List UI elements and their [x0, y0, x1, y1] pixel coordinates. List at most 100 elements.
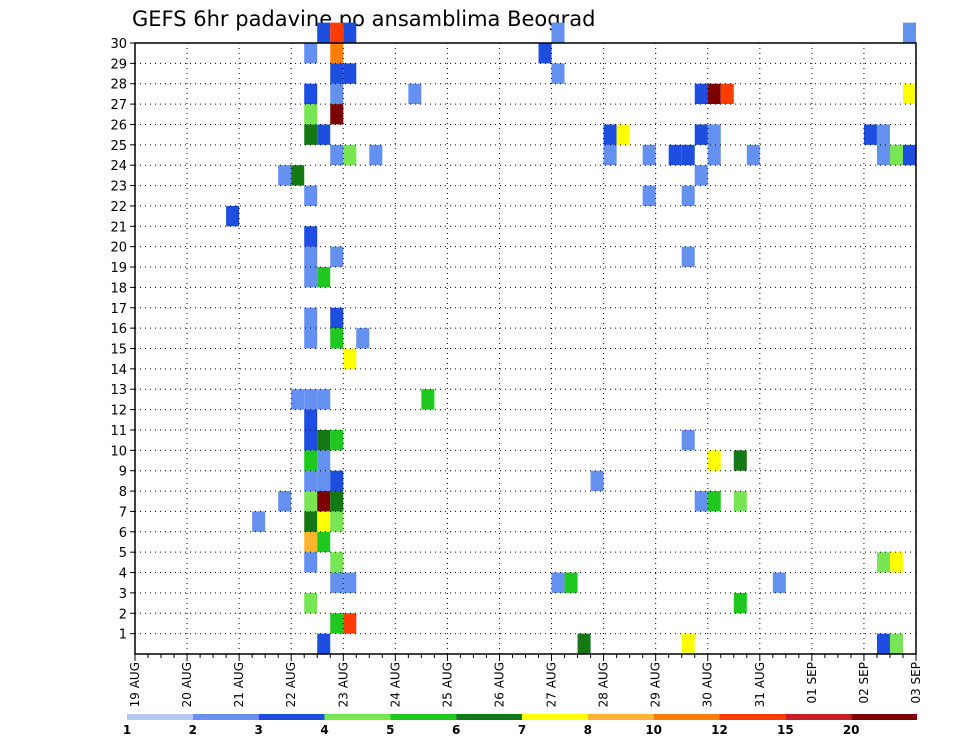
heatmap-cell	[707, 144, 721, 166]
heatmap-cell	[707, 450, 721, 471]
heatmap-cell	[603, 124, 617, 145]
heatmap-cell	[408, 83, 422, 105]
legend-swatch	[719, 714, 786, 720]
y-tick-label: 17	[110, 302, 127, 317]
x-tick-label: 27 AUG	[545, 662, 559, 707]
y-tick-label: 23	[110, 180, 127, 195]
heatmap-cell	[681, 185, 695, 206]
heatmap-cell	[902, 83, 916, 105]
y-tick-label: 24	[110, 159, 127, 174]
y-tick-label: 20	[110, 241, 127, 256]
heatmap-cell	[343, 572, 357, 593]
legend-label: 12	[711, 723, 728, 737]
legend-swatch	[653, 714, 720, 720]
heatmap-cell	[356, 328, 370, 349]
heatmap-cell	[330, 144, 344, 166]
heatmap-cell	[304, 389, 318, 410]
heatmap-cell	[304, 246, 318, 268]
heatmap-cell	[317, 511, 331, 532]
heatmap-cell	[330, 613, 344, 634]
y-tick-label: 29	[110, 57, 127, 72]
x-tick-label: 29 AUG	[649, 662, 663, 707]
heatmap-cell	[681, 246, 695, 268]
heatmap-cell	[694, 165, 708, 186]
y-tick-label: 16	[110, 322, 127, 337]
y-tick-label: 19	[110, 261, 127, 276]
heatmap-cell	[291, 165, 305, 186]
y-tick-label: 5	[119, 546, 127, 561]
heatmap-cell	[278, 491, 292, 512]
legend-swatch	[456, 714, 522, 720]
heatmap-cell	[330, 470, 344, 492]
y-axis: 1234567891011121314151617181920212223242…	[110, 37, 135, 643]
heatmap-cell	[681, 144, 695, 166]
legend-swatch	[324, 714, 391, 720]
heatmap-cell	[304, 83, 318, 105]
heatmap-cell	[304, 226, 318, 247]
heatmap-cell	[330, 491, 344, 512]
x-tick-label: 30 AUG	[701, 662, 715, 707]
x-tick-label: 21 AUG	[232, 662, 246, 707]
heatmap-cell	[317, 124, 331, 145]
y-tick-label: 6	[119, 526, 127, 541]
heatmap-cell	[343, 144, 357, 166]
x-tick-label: 28 AUG	[597, 662, 611, 707]
y-tick-label: 15	[110, 343, 127, 358]
heatmap-cell	[252, 511, 266, 532]
grid-lines	[135, 43, 916, 654]
heatmap-cell	[330, 246, 344, 268]
legend-label: 1	[123, 723, 131, 737]
heatmap-cell	[733, 592, 747, 614]
legend-swatch	[522, 714, 588, 720]
heatmap-cell	[876, 633, 890, 654]
heatmap-cell	[707, 124, 721, 145]
heatmap-cell	[694, 491, 708, 512]
heatmap-cell	[330, 328, 344, 349]
heatmap-cell	[317, 429, 331, 451]
legend-label: 7	[518, 723, 526, 737]
x-tick-label: 19 AUG	[128, 662, 142, 707]
heatmap-cell	[733, 491, 747, 512]
heatmap-cell	[304, 124, 318, 145]
heatmap-cell	[343, 348, 357, 369]
legend-swatch	[127, 714, 193, 720]
heatmap-cell	[317, 267, 331, 288]
heatmap-cell	[343, 63, 357, 84]
heatmap-cell	[304, 185, 318, 206]
heatmap-cell	[681, 633, 695, 654]
heatmap-cell	[681, 429, 695, 451]
x-tick-label: 24 AUG	[388, 662, 402, 707]
legend-label: 6	[452, 723, 460, 737]
heatmap-cell	[538, 43, 552, 64]
heatmap-cell	[863, 124, 877, 145]
heatmap-cell	[304, 104, 318, 125]
legend-label: 5	[386, 723, 394, 737]
heatmap-cell	[330, 572, 344, 593]
legend-label: 10	[645, 723, 662, 737]
y-tick-label: 7	[119, 505, 127, 520]
heatmap-cell	[694, 83, 708, 105]
y-tick-label: 21	[110, 220, 127, 235]
heatmap-cell	[304, 511, 318, 532]
heatmap-cell	[317, 450, 331, 471]
x-axis: 19 AUG 20 AUG 21 AUG 22 AUG 23 AUG 24 AUG 25 A…	[128, 654, 923, 707]
heatmap-cell	[304, 531, 318, 553]
heatmap-cell	[772, 572, 786, 593]
heatmap-cell	[421, 389, 435, 410]
heatmap-cell	[304, 328, 318, 349]
heatmap-cell	[343, 613, 357, 634]
heatmap-cell	[876, 144, 890, 166]
heatmap-cell	[551, 22, 565, 43]
heatmap-cell	[876, 552, 890, 573]
y-tick-label: 14	[110, 363, 127, 378]
heatmap-cell	[317, 389, 331, 410]
x-tick-label: 03 SEP	[909, 662, 923, 704]
legend-label: 15	[777, 723, 794, 737]
heatmap-cell	[317, 531, 331, 553]
x-tick-label: 26 AUG	[492, 662, 506, 707]
legend-label: 8	[584, 723, 592, 737]
legend-swatch	[390, 714, 457, 720]
heatmap-cell	[330, 43, 344, 64]
heatmap-cell	[291, 389, 305, 410]
